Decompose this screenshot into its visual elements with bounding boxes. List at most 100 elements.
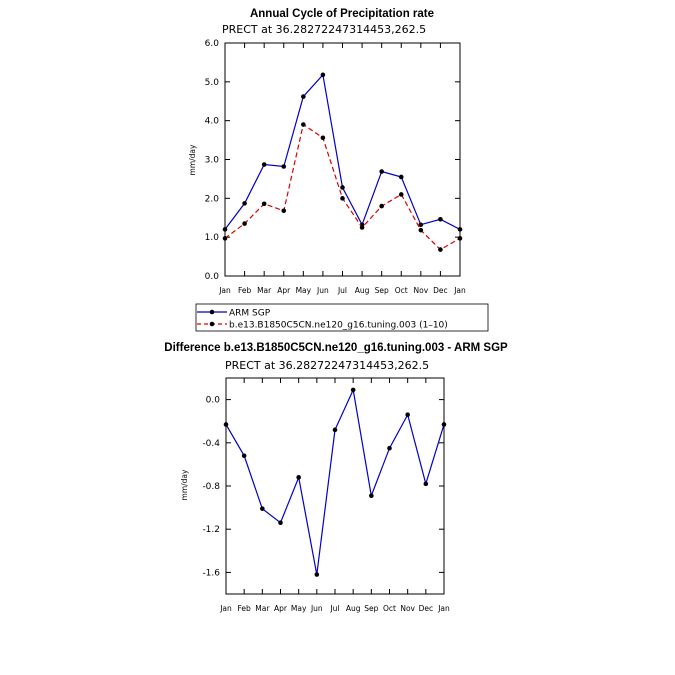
data-point: [398, 174, 404, 180]
y-tick-label: 6.0: [205, 39, 220, 49]
x-tick-label: Sep: [364, 604, 378, 613]
data-point: [281, 164, 287, 169]
plot-frame: [225, 377, 445, 595]
data-point: [418, 222, 424, 228]
data-point: [457, 236, 463, 241]
data-point: [423, 481, 429, 487]
data-point: [223, 422, 229, 427]
data-point: [438, 247, 443, 252]
y-tick-label: 0.0: [206, 396, 221, 406]
x-tick-label: Aug: [355, 286, 370, 295]
data-point: [242, 221, 247, 226]
x-tick-label: Jan: [219, 604, 232, 613]
x-tick-label: Jan: [453, 286, 466, 295]
x-tick-label: Dec: [419, 604, 434, 613]
legend-marker-model: [209, 321, 215, 327]
chart-title: Difference b.e13.B1850C5CN.ne120_g16.tun…: [164, 342, 508, 354]
data-point: [301, 94, 306, 99]
data-point: [296, 475, 301, 480]
legend: ARM SGP b.e13.B1850C5CN.ne120_g16.tuning…: [195, 303, 489, 332]
y-tick-label: -1.6: [202, 568, 220, 578]
x-tick-label: May: [291, 604, 307, 613]
x-tick-label: Jan: [437, 604, 450, 613]
x-tick-label: Mar: [255, 604, 270, 613]
y-tick-label: -0.4: [202, 439, 220, 449]
data-point: [350, 387, 356, 393]
y-tick-label: 1.0: [205, 233, 220, 243]
data-point: [405, 412, 410, 418]
data-point: [320, 135, 326, 141]
y-axis-label: mm/day: [188, 144, 197, 175]
x-tick-label: Jul: [337, 286, 347, 295]
data-point: [441, 422, 447, 427]
x-tick-label: Mar: [257, 286, 272, 295]
data-point: [320, 72, 326, 78]
y-tick-label: 5.0: [205, 78, 220, 88]
data-point: [387, 445, 392, 451]
x-tick-label: Aug: [346, 604, 361, 613]
data-point: [261, 201, 267, 207]
data-point: [332, 427, 338, 433]
legend-marker-arm: [209, 309, 215, 315]
data-point: [278, 520, 283, 526]
data-point: [260, 506, 265, 511]
y-tick-label: -0.8: [202, 482, 220, 492]
x-tick-label: Jan: [218, 286, 231, 295]
legend-box: [195, 303, 489, 332]
series-group: [223, 387, 447, 577]
data-point: [359, 225, 365, 230]
x-tick-label: Jun: [310, 604, 323, 613]
chart-subtitle: PRECT at 36.28272247314453,262.5: [222, 23, 426, 36]
legend-entry-model: b.e13.B1850C5CN.ne120_g16.tuning.003 (1–…: [229, 321, 448, 331]
x-tick-label: Apr: [274, 604, 288, 613]
data-point: [222, 236, 228, 241]
y-tick-label: 3.0: [205, 156, 220, 166]
data-point: [301, 122, 306, 127]
x-tick-label: Feb: [238, 604, 252, 613]
precip-annual-cycle-chart: Annual Cycle of Precipitation rate PRECT…: [188, 8, 466, 295]
data-point: [261, 162, 267, 167]
data-point: [281, 208, 287, 214]
y-tick-label: -1.2: [202, 525, 220, 535]
data-point: [398, 192, 404, 197]
x-tick-label: Nov: [400, 604, 415, 613]
series-line-0: [225, 387, 445, 575]
y-tick-label: 4.0: [205, 117, 220, 127]
x-tick-label: May: [296, 286, 312, 295]
data-point: [418, 227, 424, 233]
chart-subtitle: PRECT at 36.28272247314453,262.5: [225, 359, 429, 372]
chart-title: Annual Cycle of Precipitation rate: [250, 8, 434, 20]
plot-frame: [224, 42, 461, 277]
data-point: [379, 203, 384, 209]
x-axis: Jan Feb Mar Apr May Jun Jul Aug Sep Oct Nov Dec Jan: [219, 378, 450, 613]
series-group: [222, 72, 463, 252]
y-axis: 0.0 -0.4 -0.8 -1.2 -1.6: [202, 396, 444, 578]
x-axis: Jan Feb Mar Apr May Jun Jul Aug Sep Oct Nov Dec Jan: [218, 43, 466, 295]
data-point: [379, 169, 384, 174]
x-tick-label: Oct: [383, 604, 396, 613]
y-tick-label: 2.0: [205, 194, 220, 204]
data-point: [222, 227, 228, 232]
x-tick-label: Nov: [414, 286, 429, 295]
y-axis: 0.0 1.0 2.0 3.0 4.0 5.0 6.0: [205, 39, 460, 282]
series-line-0: [224, 73, 461, 230]
y-tick-label: 0.0: [205, 272, 220, 282]
x-tick-label: Sep: [375, 286, 389, 295]
data-point: [340, 196, 345, 201]
data-point: [438, 217, 443, 222]
x-tick-label: Oct: [395, 286, 408, 295]
x-tick-label: Jul: [329, 604, 339, 613]
data-point: [314, 572, 320, 577]
precip-difference-chart: Difference b.e13.B1850C5CN.ne120_g16.tun…: [164, 342, 508, 613]
legend-entry-arm: ARM SGP: [229, 309, 271, 319]
x-tick-label: Apr: [277, 286, 291, 295]
data-point: [369, 493, 374, 499]
data-point: [241, 453, 247, 459]
data-point: [457, 227, 463, 232]
x-tick-label: Feb: [238, 286, 252, 295]
data-point: [242, 201, 247, 206]
x-tick-label: Jun: [316, 286, 329, 295]
y-axis-label: mm/day: [180, 469, 189, 500]
data-point: [340, 185, 345, 190]
